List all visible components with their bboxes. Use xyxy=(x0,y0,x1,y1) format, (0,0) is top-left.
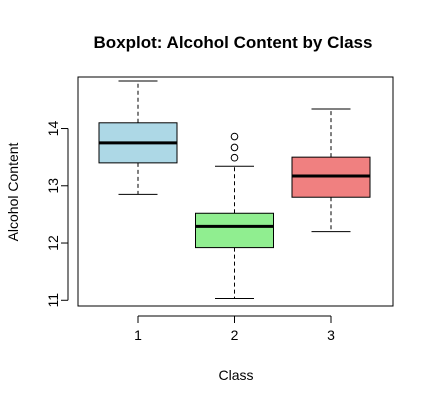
y-axis: 11 12 13 14 xyxy=(45,121,69,308)
boxes xyxy=(98,80,371,300)
outlier-2-1 xyxy=(230,143,239,152)
box-1 xyxy=(98,80,178,195)
chart-title: Boxplot: Alcohol Content by Class xyxy=(94,33,373,52)
box-2 xyxy=(195,132,274,300)
box-3 xyxy=(291,108,371,233)
y-axis-label: Alcohol Content xyxy=(5,142,21,241)
y-tick-label-11: 11 xyxy=(45,293,61,308)
x-tick-label-1: 1 xyxy=(134,327,142,343)
x-tick-label-2: 2 xyxy=(231,327,239,343)
iqr-box-2 xyxy=(195,212,274,249)
outlier-2-2 xyxy=(230,132,239,141)
y-tick-label-14: 14 xyxy=(45,121,61,137)
y-tick-label-13: 13 xyxy=(45,178,61,194)
x-tick-label-3: 3 xyxy=(327,327,335,343)
outlier-2-0 xyxy=(230,153,239,162)
plot-frame xyxy=(77,76,394,307)
x-axis-label: Class xyxy=(218,367,253,383)
y-tick-label-12: 12 xyxy=(45,235,61,251)
x-axis: 1 2 3 xyxy=(134,315,335,343)
